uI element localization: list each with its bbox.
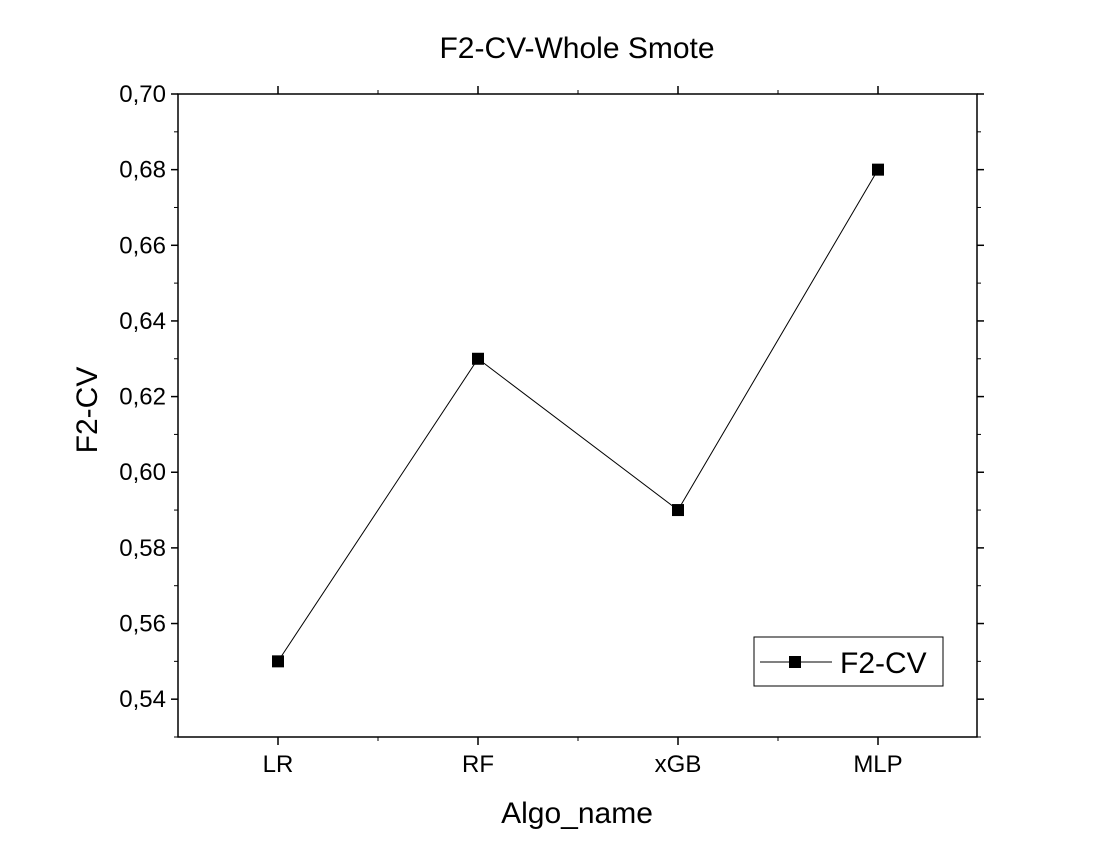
- y-tick-label: 0,56: [119, 611, 166, 638]
- x-tick-label: RF: [462, 751, 494, 778]
- x-axis-label: Algo_name: [501, 797, 653, 830]
- x-tick-label: LR: [263, 751, 294, 778]
- x-tick-label: MLP: [853, 751, 902, 778]
- chart-title: F2-CV-Whole Smote: [439, 32, 714, 65]
- y-tick-label: 0,54: [119, 686, 166, 713]
- y-tick-label: 0,68: [119, 157, 166, 184]
- data-point-marker: [672, 504, 684, 517]
- legend-label: F2-CV: [840, 647, 927, 680]
- y-tick-label: 0,64: [119, 308, 166, 335]
- y-tick-label: 0,66: [119, 232, 166, 259]
- y-axis-label: F2-CV: [71, 367, 104, 454]
- data-point-marker: [472, 352, 484, 365]
- legend-marker-icon: [789, 656, 801, 668]
- y-tick-label: 0,62: [119, 384, 166, 411]
- data-point-marker: [272, 655, 284, 668]
- y-tick-label: 0,58: [119, 535, 166, 562]
- x-tick-label: xGB: [655, 751, 702, 778]
- legend: F2-CV: [753, 636, 944, 687]
- y-tick-label: 0,70: [119, 81, 166, 108]
- data-point-marker: [872, 163, 884, 176]
- series-line: [277, 169, 879, 662]
- y-axis-ticks: 0,54 0,56 0,58 0,60 0,62 0,64 0,66 0,68 0,70: [119, 81, 984, 738]
- x-axis-ticks: LR RF xGB MLP: [263, 86, 903, 778]
- y-tick-label: 0,60: [119, 459, 166, 486]
- series-layer: [272, 163, 884, 668]
